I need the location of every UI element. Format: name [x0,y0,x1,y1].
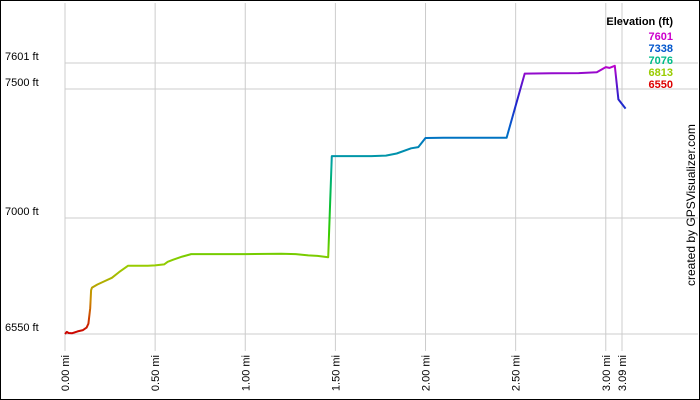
legend-entry: 7601 [649,31,673,43]
elevation-line [64,64,627,335]
x-tick-labels: 0.00 mi 0.50 mi 1.00 mi 1.50 mi 2.00 mi 2.50 … [60,355,629,391]
y-tick-labels: 6550 ft 7000 ft 7500 ft 7601 ft [5,51,39,334]
x-tick-label: 0.00 mi [60,355,72,391]
y-tick-label: 6550 ft [5,322,39,334]
x-tick-label: 1.00 mi [240,355,252,391]
x-tick-label: 2.50 mi [511,355,523,391]
x-tick-label: 1.50 mi [330,355,342,391]
x-tick-label: 3.00 mi [601,355,613,391]
x-tick-label: 2.00 mi [421,355,433,391]
y-tick-label: 7000 ft [5,206,39,218]
y-tick-label: 7601 ft [5,51,39,63]
x-tick-label: 0.50 mi [150,355,162,391]
legend-entry: 7076 [649,55,673,67]
credit-text: created by GPSVisualizer.com [684,124,698,286]
legend-entry: 7338 [649,43,673,55]
legend-entry: 6550 [649,79,673,91]
legend-entry: 6813 [649,67,673,79]
x-tick-label: 3.09 mi [617,355,629,391]
legend-title: Elevation (ft) [606,16,673,28]
elevation-series-line [64,64,627,335]
grid-lines [64,3,698,351]
y-tick-label: 7500 ft [5,77,39,89]
